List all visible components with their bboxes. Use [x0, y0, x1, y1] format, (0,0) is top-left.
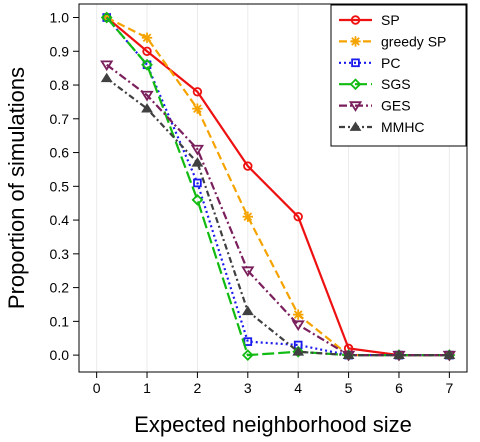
y-tick-label: 0.0	[50, 347, 70, 363]
x-tick-label: 6	[395, 380, 403, 396]
data-point	[190, 144, 205, 156]
data-point	[393, 349, 405, 360]
legend-label: SP	[381, 12, 400, 28]
legend-item: GES	[339, 98, 411, 114]
y-tick-label: 0.8	[50, 77, 70, 93]
data-point	[100, 72, 113, 83]
series-line	[106, 77, 450, 357]
x-tick-label: 4	[294, 380, 302, 396]
series-mmhc	[100, 72, 456, 360]
x-tick-label: 3	[244, 380, 252, 396]
series-layer	[100, 11, 456, 362]
y-tick-label: 0.6	[50, 145, 70, 161]
y-tick-label: 0.1	[50, 313, 70, 329]
y-axis: 0.0 0.1 0.2 0.3 0.4 0.5 0.6 0.7 0.8 0.9 1.0	[50, 10, 79, 363]
x-tick-label: 2	[194, 380, 202, 396]
y-tick-label: 0.3	[50, 246, 70, 262]
data-point	[100, 60, 114, 72]
series-line	[106, 16, 450, 357]
data-point	[192, 103, 203, 114]
data-point	[292, 309, 304, 320]
legend-label: SGS	[381, 76, 411, 92]
data-point	[141, 58, 153, 71]
x-tick-label: 1	[143, 380, 151, 396]
y-tick-label: 0.7	[50, 111, 70, 127]
y-tick-label: 0.9	[50, 43, 70, 59]
legend-item: greedy SP	[339, 33, 446, 49]
y-tick-label: 0.2	[50, 280, 70, 296]
x-tick-label: 5	[345, 380, 353, 396]
legend-marker	[350, 15, 361, 25]
data-point	[242, 211, 254, 222]
legend-label: PC	[381, 55, 400, 71]
legend-marker	[349, 78, 362, 91]
legend-box	[330, 4, 467, 147]
data-point	[100, 11, 113, 24]
data-point	[140, 90, 154, 102]
data-point	[141, 32, 153, 43]
legend-item: SP	[339, 12, 400, 28]
series-line	[106, 63, 450, 357]
x-axis: 0 1 2 3 4 5 6 7	[93, 372, 453, 396]
data-point	[193, 178, 202, 188]
y-axis-title: Proportion of simulations	[4, 67, 29, 309]
y-tick-label: 0.4	[50, 212, 70, 228]
legend-marker	[348, 101, 363, 112]
data-point	[292, 346, 305, 356]
data-point	[243, 161, 253, 171]
x-tick-label: 0	[93, 380, 101, 396]
legend-label: MMHC	[381, 119, 425, 135]
data-point	[291, 320, 305, 332]
data-point	[192, 87, 203, 97]
data-point	[293, 211, 303, 222]
data-point	[241, 305, 254, 316]
x-tick-label: 7	[445, 380, 453, 396]
x-axis-title: Expected neighborhood size	[134, 412, 412, 437]
data-point	[142, 46, 152, 56]
legend-label: GES	[381, 98, 411, 114]
data-point	[191, 193, 204, 206]
legend-marker	[349, 121, 362, 131]
data-point	[443, 349, 456, 360]
data-point	[191, 157, 204, 167]
data-point	[241, 266, 255, 278]
legend-label: greedy SP	[381, 33, 446, 49]
y-tick-label: 0.5	[50, 178, 70, 194]
legend-item: PC	[339, 55, 400, 71]
legend-item: MMHC	[339, 119, 425, 135]
legend-item: SGS	[339, 76, 411, 92]
data-point	[292, 345, 305, 358]
legend-marker	[351, 58, 360, 68]
data-point	[342, 349, 355, 360]
data-point	[141, 103, 153, 113]
legend: SP greedy SP PC SGS GES MMHC	[330, 4, 467, 147]
plot-frame	[78, 3, 468, 373]
data-point	[241, 349, 254, 361]
legend-marker	[350, 36, 361, 47]
y-tick-label: 1.0	[50, 10, 70, 26]
